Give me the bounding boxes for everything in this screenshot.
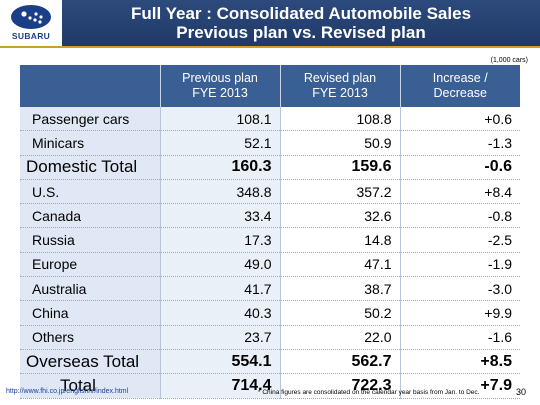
- column-header-previous: Previous plan FYE 2013: [160, 65, 281, 107]
- table-row: Canada 33.4 32.6 -0.8: [20, 203, 520, 229]
- change-value: -1.3: [400, 130, 520, 156]
- revised-value: 562.7: [280, 349, 401, 375]
- page-subtitle: Previous plan vs. Revised plan: [176, 23, 426, 42]
- column-header-line2: FYE 2013: [312, 86, 368, 100]
- change-value: -1.9: [400, 252, 520, 278]
- header-label-cell: [20, 65, 161, 107]
- subaru-stars-icon: [11, 5, 51, 29]
- revised-value: 108.8: [280, 107, 401, 132]
- table-row: Russia 17.3 14.8 -2.5: [20, 227, 520, 253]
- column-header-line1: Previous plan: [182, 71, 258, 85]
- table-row-overseas-total: Overseas Total 554.1 562.7 +8.5: [20, 349, 520, 375]
- table-row-grand-total: Total 714.4 722.3 +7.9: [20, 373, 520, 399]
- previous-value: 49.0: [160, 252, 281, 278]
- header-divider: [0, 46, 540, 48]
- previous-value: 17.3: [160, 227, 281, 253]
- table-row: Others 23.7 22.0 -1.6: [20, 325, 520, 350]
- change-value: +8.4: [400, 179, 520, 205]
- table-row: Passenger cars 108.1 108.8 +0.6: [20, 107, 520, 132]
- revised-value: 32.6: [280, 203, 401, 229]
- previous-value: 108.1: [160, 107, 281, 132]
- table-row: Minicars 52.1 50.9 -1.3: [20, 130, 520, 156]
- page-number: 30: [515, 387, 526, 397]
- row-label: Overseas Total: [20, 349, 161, 375]
- row-label: Total: [20, 373, 161, 399]
- column-header-line1: Increase /: [432, 71, 488, 85]
- title-banner: SUBARU Full Year : Consolidated Automobi…: [0, 0, 540, 46]
- row-label: Canada: [20, 203, 161, 229]
- previous-value: 714.4: [160, 373, 281, 399]
- column-header-revised: Revised plan FYE 2013: [280, 65, 401, 107]
- change-value: +9.9: [400, 300, 520, 326]
- revised-value: 722.3: [280, 373, 401, 399]
- previous-value: 33.4: [160, 203, 281, 229]
- sales-table: Previous plan FYE 2013 Revised plan FYE …: [20, 65, 520, 399]
- table-header-row: Previous plan FYE 2013 Revised plan FYE …: [20, 65, 520, 107]
- logo-wordmark: SUBARU: [11, 31, 51, 41]
- column-header-line2: Decrease: [433, 86, 488, 100]
- unit-note: (1,000 cars): [490, 57, 528, 64]
- column-header-change: Increase / Decrease: [400, 65, 520, 107]
- revised-value: 50.2: [280, 300, 401, 326]
- row-label: U.S.: [20, 179, 161, 205]
- change-value: -0.6: [400, 155, 520, 180]
- change-value: +7.9: [400, 373, 520, 399]
- previous-value: 41.7: [160, 276, 281, 302]
- row-label: Minicars: [20, 130, 161, 156]
- table-row: U.S. 348.8 357.2 +8.4: [20, 179, 520, 205]
- revised-value: 357.2: [280, 179, 401, 205]
- subaru-logo: SUBARU: [0, 0, 62, 46]
- row-label: China: [20, 300, 161, 326]
- change-value: -1.6: [400, 325, 520, 350]
- previous-value: 554.1: [160, 349, 281, 375]
- previous-value: 52.1: [160, 130, 281, 156]
- column-header-line2: FYE 2013: [192, 86, 248, 100]
- footer-note: * China figures are consolidated on the …: [258, 389, 480, 396]
- table-row: Australia 41.7 38.7 -3.0: [20, 276, 520, 302]
- page-title: Full Year : Consolidated Automobile Sale…: [130, 4, 472, 23]
- revised-value: 47.1: [280, 252, 401, 278]
- table-row: Europe 49.0 47.1 -1.9: [20, 252, 520, 278]
- previous-value: 348.8: [160, 179, 281, 205]
- footer-url-link[interactable]: http://www.fhi.co.jp/english/ir/index.ht…: [6, 388, 129, 395]
- row-label: Others: [20, 325, 161, 350]
- table-row-domestic-total: Domestic Total 160.3 159.6 -0.6: [20, 155, 520, 180]
- previous-value: 23.7: [160, 325, 281, 350]
- table-row: China 40.3 50.2 +9.9: [20, 300, 520, 326]
- row-label: Passenger cars: [20, 107, 161, 132]
- row-label: Domestic Total: [20, 155, 161, 180]
- revised-value: 14.8: [280, 227, 401, 253]
- change-value: -3.0: [400, 276, 520, 302]
- change-value: -2.5: [400, 227, 520, 253]
- change-value: +8.5: [400, 349, 520, 375]
- row-label: Europe: [20, 252, 161, 278]
- row-label: Russia: [20, 227, 161, 253]
- revised-value: 38.7: [280, 276, 401, 302]
- revised-value: 159.6: [280, 155, 401, 180]
- column-header-line1: Revised plan: [303, 71, 377, 85]
- change-value: -0.8: [400, 203, 520, 229]
- previous-value: 40.3: [160, 300, 281, 326]
- revised-value: 50.9: [280, 130, 401, 156]
- previous-value: 160.3: [160, 155, 281, 180]
- row-label: Australia: [20, 276, 161, 302]
- change-value: +0.6: [400, 107, 520, 132]
- revised-value: 22.0: [280, 325, 401, 350]
